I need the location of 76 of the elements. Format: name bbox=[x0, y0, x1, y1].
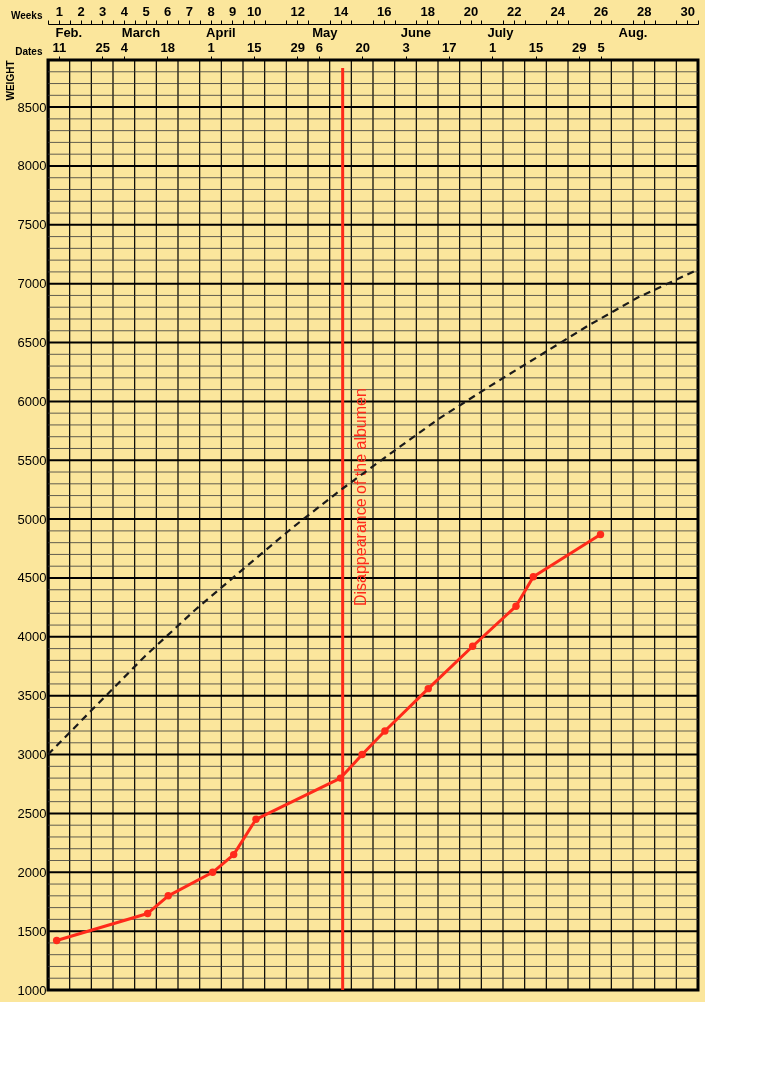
x-axis-title: Weeks bbox=[10, 9, 43, 21]
point bbox=[164, 892, 172, 900]
text: June bbox=[400, 25, 432, 40]
x2-tick-label: 1 bbox=[489, 39, 497, 55]
y-tick-label: 1000 bbox=[17, 982, 47, 998]
y-tick-label: 6000 bbox=[17, 393, 47, 409]
x-tick-label: 24 bbox=[550, 3, 566, 19]
x2-tick-label: 15 bbox=[528, 39, 544, 55]
x-tick-label: 8 bbox=[207, 3, 215, 19]
point bbox=[208, 868, 217, 876]
y-tick-label: 2000 bbox=[17, 864, 47, 880]
x-tick-label: 22 bbox=[507, 3, 522, 19]
x-tick-label: 12 bbox=[290, 3, 305, 19]
x2-tick-label: 1 bbox=[207, 39, 215, 55]
y-tick-label: 3500 bbox=[17, 688, 47, 704]
x-tick-label: 5 bbox=[142, 3, 150, 19]
point bbox=[52, 936, 61, 945]
x2-tick-label: 18 bbox=[160, 39, 175, 55]
y-tick-label: 2500 bbox=[17, 805, 47, 821]
text: Aug. bbox=[618, 25, 648, 40]
x-tick-label: 10 bbox=[247, 3, 262, 19]
x-tick-label: 28 bbox=[637, 3, 652, 19]
x-tick-label: 16 bbox=[377, 3, 392, 19]
x2-tick-label: 5 bbox=[597, 39, 605, 55]
point bbox=[424, 684, 432, 693]
point bbox=[252, 815, 260, 823]
text: July bbox=[487, 25, 515, 40]
x2-tick-label: 4 bbox=[120, 39, 129, 55]
x-tick-label: 6 bbox=[164, 3, 172, 19]
y-tick-label: 8500 bbox=[17, 99, 47, 115]
y-tick-label: 3000 bbox=[17, 747, 47, 763]
y-tick-label: 5500 bbox=[17, 452, 47, 468]
y-tick-label: 1500 bbox=[17, 923, 47, 939]
point bbox=[358, 750, 366, 759]
y-axis-title: WEIGHT bbox=[4, 60, 16, 101]
x2-tick-label: 15 bbox=[247, 39, 262, 55]
x2-tick-label: 17 bbox=[442, 39, 457, 55]
ref-line-label: Disappearance of the albumen bbox=[351, 388, 369, 607]
text: March bbox=[121, 25, 161, 40]
x-tick-label: 7 bbox=[185, 3, 193, 19]
x2-tick-label: 3 bbox=[402, 39, 410, 55]
point bbox=[596, 530, 605, 539]
x2-tick-label: 11 bbox=[52, 39, 67, 55]
x2-tick-label: 6 bbox=[315, 39, 323, 55]
x2-tick-label: 20 bbox=[355, 39, 370, 55]
x-tick-label: 30 bbox=[680, 3, 695, 19]
x2-tick-label: 25 bbox=[95, 39, 110, 55]
point bbox=[381, 727, 389, 735]
point bbox=[336, 774, 345, 782]
point bbox=[512, 602, 520, 610]
x-tick-label: 26 bbox=[593, 3, 609, 19]
x2-tick-label: 29 bbox=[572, 39, 587, 55]
x-tick-label: 9 bbox=[229, 3, 237, 19]
y-tick-label: 6500 bbox=[17, 335, 47, 351]
point bbox=[143, 909, 152, 918]
x-tick-label: 18 bbox=[420, 3, 435, 19]
x-tick-label: 4 bbox=[120, 3, 129, 19]
point bbox=[529, 573, 538, 581]
x-tick-label: 20 bbox=[463, 3, 479, 19]
x-tick-label: 3 bbox=[99, 3, 107, 19]
text: Feb. bbox=[55, 25, 83, 40]
point bbox=[229, 850, 238, 859]
point bbox=[468, 642, 477, 650]
text: April bbox=[206, 25, 236, 40]
y-tick-label: 5000 bbox=[17, 511, 47, 527]
y-tick-label: 7500 bbox=[17, 217, 47, 233]
x-tick-label: 2 bbox=[77, 3, 85, 19]
y-tick-label: 8000 bbox=[17, 158, 47, 174]
x-tick-label: 1 bbox=[55, 3, 63, 19]
x2-tick-label: 29 bbox=[290, 39, 305, 55]
y-tick-label: 7000 bbox=[17, 276, 47, 292]
x-tick-label: 14 bbox=[333, 3, 349, 19]
y-tick-label: 4000 bbox=[17, 629, 47, 645]
y-tick-label: 4500 bbox=[17, 570, 47, 586]
x2-axis-title: Dates bbox=[15, 45, 43, 57]
text: May bbox=[312, 25, 339, 40]
